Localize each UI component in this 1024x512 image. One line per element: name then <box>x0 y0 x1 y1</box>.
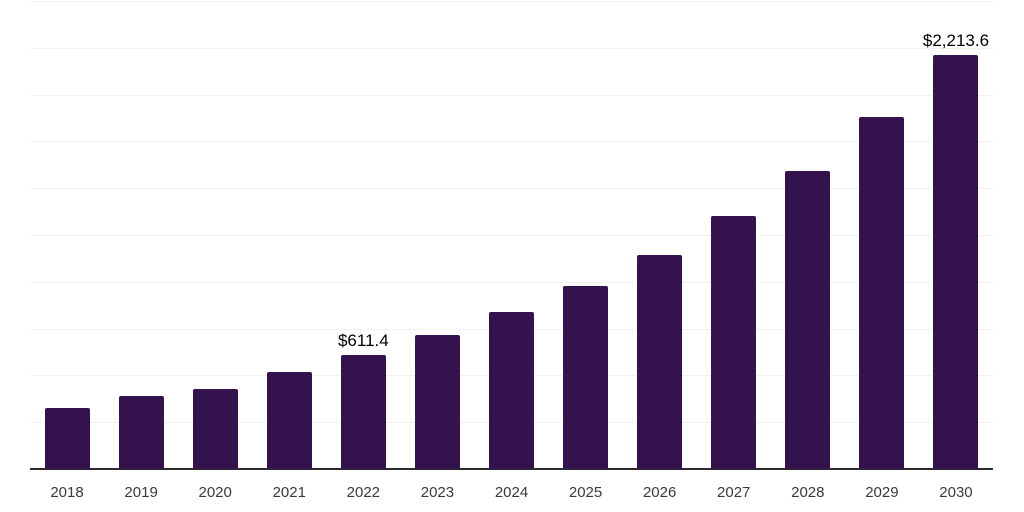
gridline <box>30 281 993 283</box>
bar-2028 <box>785 171 831 469</box>
bar-2027 <box>711 216 757 469</box>
x-tick-label-2026: 2026 <box>642 484 677 501</box>
x-tick-label-2024: 2024 <box>494 484 529 501</box>
bar-2026 <box>637 254 683 469</box>
x-tick-label-2028: 2028 <box>791 484 825 501</box>
x-tick-label-2027: 2027 <box>717 484 751 501</box>
gridline <box>30 1 993 2</box>
bar-2019 <box>118 396 164 469</box>
bar-2024 <box>489 311 534 469</box>
bar-2018 <box>44 408 90 469</box>
x-tick-label-2019: 2019 <box>124 484 158 501</box>
bar-2022 <box>340 354 386 469</box>
bar-2023 <box>414 335 460 469</box>
x-tick-label-2020: 2020 <box>198 484 232 501</box>
gridline <box>30 235 993 236</box>
bar-value-label-2030: $2,213.6 <box>922 30 990 50</box>
bar-2021 <box>266 371 312 469</box>
gridline <box>30 188 993 190</box>
bar-value-label-2022: $611.4 <box>337 330 389 350</box>
bar-2029 <box>859 117 905 469</box>
gridline <box>30 94 993 96</box>
x-tick-label-2022: 2022 <box>346 484 381 501</box>
bar-2030 <box>933 54 979 469</box>
x-tick-label-2029: 2029 <box>865 484 899 501</box>
x-axis-line <box>30 468 993 470</box>
x-tick-label-2025: 2025 <box>568 484 603 501</box>
gridline <box>30 141 993 143</box>
x-tick-label-2023: 2023 <box>420 484 455 501</box>
x-tick-label-2021: 2021 <box>272 484 306 501</box>
bar-2025 <box>563 286 609 469</box>
x-tick-label-2018: 2018 <box>50 484 84 501</box>
plot-area: $611.4 $2,213.6 <box>30 1 993 470</box>
bar-2020 <box>192 389 238 469</box>
x-tick-label-2030: 2030 <box>939 484 973 501</box>
gridline <box>30 47 993 49</box>
